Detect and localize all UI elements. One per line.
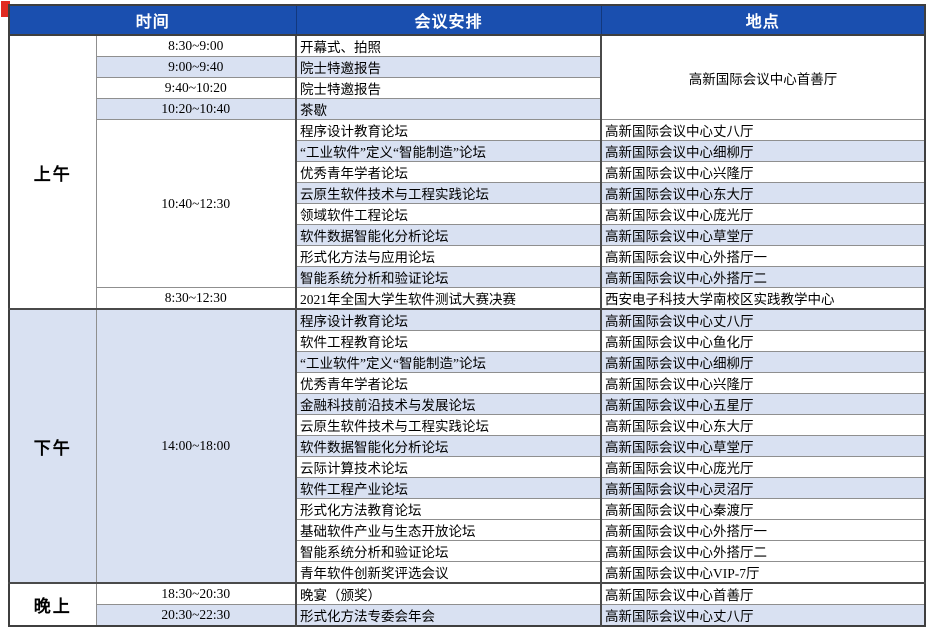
agenda-cell: 云际计算技术论坛 [295, 456, 602, 478]
venue-cell: 高新国际会议中心秦渡厅 [600, 498, 926, 520]
agenda-cell: 智能系统分析和验证论坛 [295, 540, 602, 562]
venue-cell: 高新国际会议中心东大厅 [600, 182, 926, 204]
venue-cell: 高新国际会议中心灵沼厅 [600, 477, 926, 499]
venue-cell: 高新国际会议中心庞光厅 [600, 456, 926, 478]
column-header-agenda: 会议安排 [295, 5, 602, 36]
table-row: 20:30~22:30 形式化方法专委会年会 高新国际会议中心丈八厅 [9, 604, 926, 627]
time-cell: 9:00~9:40 [95, 56, 297, 78]
venue-cell: 高新国际会议中心外搭厅一 [600, 245, 926, 267]
agenda-cell: 形式化方法专委会年会 [295, 604, 602, 627]
agenda-cell: 院士特邀报告 [295, 56, 602, 78]
agenda-cell: 程序设计教育论坛 [295, 119, 602, 141]
table-row: 下午 14:00~18:00 程序设计教育论坛 高新国际会议中心丈八厅 [8, 308, 926, 584]
column-header-time: 时间 [9, 5, 297, 36]
agenda-cell: 软件工程产业论坛 [295, 477, 602, 499]
agenda-cell: 优秀青年学者论坛 [295, 161, 602, 183]
venue-cell: 高新国际会议中心丈八厅 [600, 119, 926, 141]
table-body: 上午 8:30~9:00 开幕式、拍照 高新国际会议中心首善厅 9:00~9:40 院士特… [8, 34, 926, 627]
table-row: 8:30~12:30 2021年全国大学生软件测试大赛决赛 西安电子科技大学南校区实… [9, 287, 926, 310]
table-row: 云际计算技术论坛 高新国际会议中心庞光厅 [9, 456, 926, 478]
agenda-cell: 青年软件创新奖评选会议 [295, 561, 602, 584]
table-row: 上午 8:30~9:00 开幕式、拍照 高新国际会议中心首善厅 [8, 34, 926, 310]
agenda-cell: 优秀青年学者论坛 [295, 372, 602, 394]
agenda-cell: “工业软件”定义“智能制造”论坛 [295, 351, 602, 373]
venue-cell: 高新国际会议中心兴隆厅 [600, 161, 926, 183]
table-row: 9:00~9:40 院士特邀报告 [9, 56, 925, 78]
time-cell: 20:30~22:30 [95, 604, 297, 627]
time-cell: 18:30~20:30 [95, 582, 297, 605]
venue-cell: 高新国际会议中心首善厅 [600, 34, 926, 120]
agenda-cell: 领域软件工程论坛 [295, 203, 602, 225]
agenda-cell: 金融科技前沿技术与发展论坛 [295, 393, 602, 415]
agenda-cell: 基础软件产业与生态开放论坛 [295, 519, 602, 541]
agenda-cell: 院士特邀报告 [295, 77, 602, 99]
table-row: 云原生软件技术与工程实践论坛 高新国际会议中心东大厅 [9, 182, 926, 204]
agenda-cell: 智能系统分析和验证论坛 [295, 266, 602, 288]
venue-cell: 高新国际会议中心丈八厅 [600, 604, 926, 627]
table-row: 金融科技前沿技术与发展论坛 高新国际会议中心五星厅 [9, 393, 926, 415]
venue-cell: 高新国际会议中心外搭厅一 [600, 519, 926, 541]
table-row: 形式化方法与应用论坛 高新国际会议中心外搭厅一 [9, 245, 926, 267]
table-row: 智能系统分析和验证论坛 高新国际会议中心外搭厅二 [9, 266, 926, 288]
agenda-cell: 2021年全国大学生软件测试大赛决赛 [295, 287, 602, 310]
venue-cell: 高新国际会议中心外搭厅二 [600, 266, 926, 288]
time-cell: 10:40~12:30 [95, 119, 297, 288]
table-row: 软件工程教育论坛 高新国际会议中心鱼化厅 [9, 330, 926, 352]
venue-cell: 西安电子科技大学南校区实践教学中心 [600, 287, 926, 310]
table-row: 优秀青年学者论坛 高新国际会议中心兴隆厅 [9, 372, 926, 394]
table-row: 软件数据智能化分析论坛 高新国际会议中心草堂厅 [9, 224, 926, 246]
session-label-cell: 上午 [8, 34, 97, 310]
venue-cell: 高新国际会议中心鱼化厅 [600, 330, 926, 352]
session-label-cell: 晚上 [8, 582, 97, 627]
agenda-cell: 云原生软件技术与工程实践论坛 [295, 182, 602, 204]
agenda-cell: 程序设计教育论坛 [295, 308, 602, 331]
red-corner-mark [1, 1, 10, 17]
time-cell: 14:00~18:00 [95, 308, 297, 584]
venue-cell: 高新国际会议中心东大厅 [600, 414, 926, 436]
venue-cell: 高新国际会议中心丈八厅 [600, 308, 926, 331]
agenda-cell: 晚宴（颁奖） [295, 582, 602, 605]
venue-cell: 高新国际会议中心兴隆厅 [600, 372, 926, 394]
venue-cell: 高新国际会议中心细柳厅 [600, 140, 926, 162]
table-row: 形式化方法教育论坛 高新国际会议中心秦渡厅 [9, 498, 926, 520]
venue-cell: 高新国际会议中心VIP-7厅 [600, 561, 926, 584]
agenda-cell: 软件数据智能化分析论坛 [295, 224, 602, 246]
table-row: 基础软件产业与生态开放论坛 高新国际会议中心外搭厅一 [9, 519, 926, 541]
table-row: 优秀青年学者论坛 高新国际会议中心兴隆厅 [9, 161, 926, 183]
venue-cell: 高新国际会议中心外搭厅二 [600, 540, 926, 562]
agenda-cell: 云原生软件技术与工程实践论坛 [295, 414, 602, 436]
table-row: 软件数据智能化分析论坛 高新国际会议中心草堂厅 [9, 435, 926, 457]
column-header-venue: 地点 [600, 5, 926, 36]
venue-cell: 高新国际会议中心细柳厅 [600, 351, 926, 373]
agenda-cell: 茶歇 [295, 98, 602, 120]
time-cell: 10:20~10:40 [95, 98, 297, 120]
venue-cell: 高新国际会议中心五星厅 [600, 393, 926, 415]
agenda-cell: 形式化方法与应用论坛 [295, 245, 602, 267]
agenda-cell: 开幕式、拍照 [295, 34, 602, 57]
agenda-cell: 软件数据智能化分析论坛 [295, 435, 602, 457]
venue-cell: 高新国际会议中心庞光厅 [600, 203, 926, 225]
table-row: 晚上 18:30~20:30 晚宴（颁奖） 高新国际会议中心首善厅 [8, 582, 926, 627]
time-cell: 8:30~12:30 [95, 287, 297, 310]
table-header: 时间 会议安排 地点 [9, 5, 926, 36]
header-row: 时间 会议安排 地点 [9, 5, 926, 36]
venue-cell: 高新国际会议中心草堂厅 [600, 224, 926, 246]
time-cell: 8:30~9:00 [95, 34, 297, 57]
time-cell: 9:40~10:20 [95, 77, 297, 99]
agenda-cell: 形式化方法教育论坛 [295, 498, 602, 520]
table-row: 10:40~12:30 程序设计教育论坛 高新国际会议中心丈八厅 [9, 119, 926, 288]
table-row: 领域软件工程论坛 高新国际会议中心庞光厅 [9, 203, 926, 225]
session-label-cell: 下午 [8, 308, 97, 584]
venue-cell: 高新国际会议中心草堂厅 [600, 435, 926, 457]
conference-schedule-table: 时间 会议安排 地点 上午 8:30~9:00 开幕式、拍照 高新国际会议中心首善厅 9… [8, 4, 927, 627]
agenda-cell: 软件工程教育论坛 [295, 330, 602, 352]
table-row: 智能系统分析和验证论坛 高新国际会议中心外搭厅二 [9, 540, 926, 562]
table-row: 10:20~10:40 茶歇 [9, 98, 925, 120]
agenda-cell: “工业软件”定义“智能制造”论坛 [295, 140, 602, 162]
venue-cell: 高新国际会议中心首善厅 [600, 582, 926, 605]
